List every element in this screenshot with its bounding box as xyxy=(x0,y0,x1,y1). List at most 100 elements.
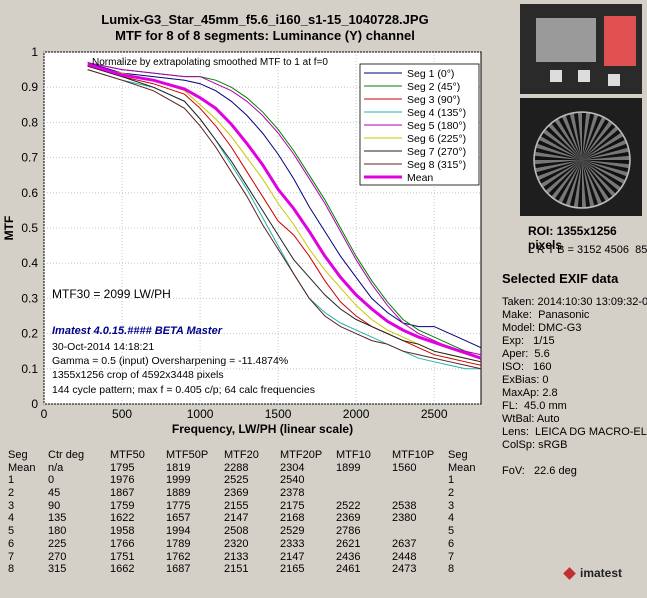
image-thumbnail xyxy=(520,4,642,94)
logo-text: imatest xyxy=(580,566,623,580)
table-row: 4 135 1622 1657 2147 2168 2369 2380 4 xyxy=(8,512,488,525)
version-annotation: Imatest 4.0.15.#### BETA Master xyxy=(52,325,223,337)
y-tick-label: 0.8 xyxy=(21,115,38,129)
table-cell: 2320 xyxy=(224,537,249,550)
series-line-9 xyxy=(87,62,482,360)
exif-title: Selected EXIF data xyxy=(502,271,619,286)
legend-label: Mean xyxy=(407,172,433,184)
table-cell: 1 xyxy=(448,474,455,487)
table-cell: 1819 xyxy=(166,461,191,474)
y-tick-label: 0.9 xyxy=(21,80,38,94)
table-cell: 1976 xyxy=(110,474,135,487)
exif-line: FL: 45.0 mm xyxy=(502,400,567,412)
table-cell: 1889 xyxy=(166,487,191,500)
table-cell: 1766 xyxy=(110,537,135,550)
table-cell: 8 xyxy=(448,563,455,576)
table-cell: MTF10P xyxy=(392,449,435,461)
exif-line: Aper: 5.6 xyxy=(502,348,550,360)
table-cell: 7 xyxy=(8,550,15,563)
pattern-annotation: 144 cycle pattern; max f = 0.405 c/p; 64… xyxy=(52,384,315,396)
legend-label: Seg 6 (225°) xyxy=(407,133,466,145)
table-cell: 315 xyxy=(48,563,67,576)
legend-label: Seg 1 (0°) xyxy=(407,68,454,80)
x-tick-label: 1000 xyxy=(187,407,214,421)
x-tick-label: 2500 xyxy=(421,407,448,421)
mtf-table: Seg Ctr deg MTF50 MTF50P MTF20 MTF20P MTF10 MTF… xyxy=(8,449,488,576)
table-cell: 2538 xyxy=(392,499,417,512)
table-cell: Seg xyxy=(448,449,468,461)
table-cell: 1958 xyxy=(110,525,135,538)
table-cell: 2369 xyxy=(224,487,249,500)
exif-line: MaxAp: 2.8 xyxy=(502,387,558,399)
table-cell: 2448 xyxy=(392,550,417,563)
table-cell: 2522 xyxy=(336,499,361,512)
table-cell: 135 xyxy=(48,512,67,525)
exif-line: ExBias: 0 xyxy=(502,374,549,386)
table-cell: 1867 xyxy=(110,487,135,500)
table-cell: 2621 xyxy=(336,537,361,550)
table-cell: 7 xyxy=(448,550,455,563)
table-cell: 2369 xyxy=(336,512,361,525)
table-row: 6 225 1766 1789 2320 2333 2621 2637 6 xyxy=(8,538,488,551)
table-cell: 1662 xyxy=(110,563,135,576)
table-cell: MTF20 xyxy=(224,449,259,461)
table-cell: 270 xyxy=(48,550,67,563)
series-line-5 xyxy=(87,62,482,356)
table-row: 1 0 1976 1999 2525 2540 1 xyxy=(8,474,488,487)
exif-line: Taken: 2014:10:30 13:09:32-06 xyxy=(502,296,647,308)
table-cell: MTF20P xyxy=(280,449,323,461)
logo-diamond-icon xyxy=(563,567,576,581)
table-cell: 1999 xyxy=(166,474,191,487)
x-tick-label: 500 xyxy=(112,407,132,421)
legend-label: Seg 7 (270°) xyxy=(407,146,466,158)
x-axis-label: Frequency, LW/PH (linear scale) xyxy=(172,422,353,436)
crop-annotation: 1355x1256 crop of 4592x3448 pixels xyxy=(52,369,224,381)
table-cell: Mean xyxy=(8,461,36,474)
legend-label: Seg 4 (135°) xyxy=(407,107,466,119)
exif-line: Make: Panasonic xyxy=(502,309,590,321)
y-tick-label: 0.3 xyxy=(21,291,38,305)
table-cell: 5 xyxy=(448,525,455,538)
table-cell: 2461 xyxy=(336,563,361,576)
exif-line: Model: DMC-G3 xyxy=(502,322,582,334)
table-header-row: Seg Ctr deg MTF50 MTF50P MTF20 MTF20P MTF10 MTF… xyxy=(8,449,488,462)
table-cell: 45 xyxy=(48,487,61,500)
table-cell: 1687 xyxy=(166,563,191,576)
table-row: Mean n/a 1795 1819 2288 2304 1899 1560 Mean xyxy=(8,462,488,475)
table-cell: 2304 xyxy=(280,461,305,474)
legend-label: Seg 3 (90°) xyxy=(407,94,460,106)
table-cell: 225 xyxy=(48,537,67,550)
table-cell: 2508 xyxy=(224,525,249,538)
table-cell: 1560 xyxy=(392,461,417,474)
table-cell: 4 xyxy=(448,512,455,525)
x-tick-label: 1500 xyxy=(265,407,292,421)
y-tick-label: 0.4 xyxy=(21,256,38,270)
table-cell: 6 xyxy=(448,537,455,550)
table-row: 7 270 1751 1762 2133 2147 2436 2448 7 xyxy=(8,551,488,564)
normalize-note: Normalize by extrapolating smoothed MTF … xyxy=(92,57,328,68)
y-tick-label: 0.6 xyxy=(21,186,38,200)
table-cell: 1899 xyxy=(336,461,361,474)
exif-line: ISO: 160 xyxy=(502,361,552,373)
table-cell: 2 xyxy=(8,487,15,500)
table-cell: 2637 xyxy=(392,537,417,550)
chart-title-line1: Lumix-G3_Star_45mm_f5.6_i160_s1-15_10407… xyxy=(101,12,429,27)
mtf30-annotation: MTF30 = 2099 LW/PH xyxy=(52,287,171,301)
table-cell: MTF10 xyxy=(336,449,371,461)
date-annotation: 30-Oct-2014 14:18:21 xyxy=(52,341,154,353)
table-cell xyxy=(336,474,392,487)
table-cell: 2540 xyxy=(280,474,305,487)
table-cell: 2525 xyxy=(224,474,249,487)
table-cell xyxy=(392,487,448,500)
table-cell: 2436 xyxy=(336,550,361,563)
series-line-8 xyxy=(87,69,482,370)
mtf-chart: 0 500 1000 1500 2000 2500 0 0.1 0.2 0.3 0.4 0.5 0.6 0… xyxy=(2,45,482,436)
table-cell: 6 xyxy=(8,537,15,550)
table-cell: 2168 xyxy=(280,512,305,525)
chart-title-line2: MTF for 8 of 8 segments: Luminance (Y) c… xyxy=(115,28,415,43)
roi-star-thumbnail xyxy=(520,98,642,216)
table-cell: 5 xyxy=(8,525,15,538)
table-cell: 1751 xyxy=(110,550,135,563)
series-line-7 xyxy=(87,65,482,363)
series-line-3 xyxy=(87,65,482,366)
